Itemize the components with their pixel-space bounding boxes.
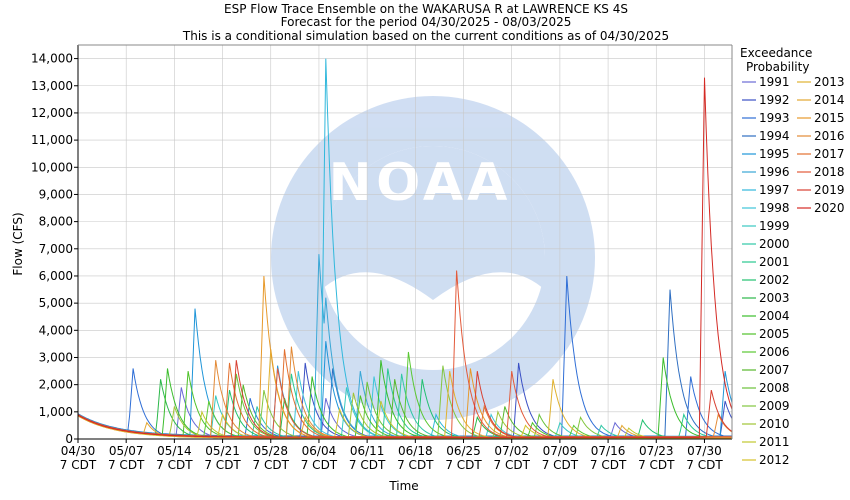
- x-tick-label: 07/30: [687, 444, 722, 458]
- legend-label-2015: 2015: [814, 111, 845, 125]
- x-tick-label: 05/28: [253, 444, 288, 458]
- x-tick-label: 07/16: [591, 444, 626, 458]
- legend-label-2002: 2002: [759, 273, 790, 287]
- legend-label-1992: 1992: [759, 93, 790, 107]
- x-tick-label: 04/30: [61, 444, 96, 458]
- chart-subtitle: Forecast for the period 04/30/2025 - 08/…: [281, 15, 572, 29]
- legend-title: Exceedance: [740, 46, 812, 60]
- legend-label-2003: 2003: [759, 291, 790, 305]
- plot-background: [78, 45, 732, 439]
- legend-label-2009: 2009: [759, 399, 790, 413]
- legend-label-1995: 1995: [759, 147, 790, 161]
- x-tick-sublabel: 7 CDT: [542, 458, 579, 472]
- legend-label-1993: 1993: [759, 111, 790, 125]
- legend-label-1994: 1994: [759, 129, 790, 143]
- x-tick-label: 05/07: [109, 444, 144, 458]
- y-tick-label: 6,000: [39, 269, 73, 283]
- legend-label-2018: 2018: [814, 165, 845, 179]
- y-tick-label: 5,000: [39, 296, 73, 310]
- legend-label-2012: 2012: [759, 453, 790, 467]
- x-tick-sublabel: 7 CDT: [590, 458, 627, 472]
- y-tick-label: 11,000: [31, 133, 73, 147]
- x-tick-sublabel: 7 CDT: [253, 458, 290, 472]
- legend-title2: Probability: [746, 60, 809, 74]
- x-tick-label: 05/14: [157, 444, 192, 458]
- legend-label-2004: 2004: [759, 309, 790, 323]
- legend-label-1997: 1997: [759, 183, 790, 197]
- series-layer: [77, 58, 733, 439]
- y-tick-label: 12,000: [31, 106, 73, 120]
- y-tick-label: 8,000: [39, 215, 73, 229]
- x-tick-sublabel: 7 CDT: [494, 458, 531, 472]
- y-tick-label: 9,000: [39, 187, 73, 201]
- x-tick-sublabel: 7 CDT: [60, 458, 97, 472]
- y-axis-label: Flow (CFS): [11, 212, 25, 275]
- noaa-watermark-label: NOAA: [329, 153, 512, 213]
- x-tick-label: 06/04: [302, 444, 337, 458]
- legend-label-2006: 2006: [759, 345, 790, 359]
- legend-label-2001: 2001: [759, 255, 790, 269]
- y-tick-label: 2,000: [39, 378, 73, 392]
- legend-label-2011: 2011: [759, 435, 790, 449]
- x-axis-label: Time: [388, 479, 418, 493]
- x-tick-sublabel: 7 CDT: [638, 458, 675, 472]
- legend-label-1991: 1991: [759, 75, 790, 89]
- x-tick-sublabel: 7 CDT: [301, 458, 338, 472]
- x-tick-sublabel: 7 CDT: [445, 458, 482, 472]
- x-tick-label: 06/25: [446, 444, 481, 458]
- legend-label-1998: 1998: [759, 201, 790, 215]
- y-tick-label: 3,000: [39, 350, 73, 364]
- x-tick-sublabel: 7 CDT: [108, 458, 145, 472]
- x-tick-label: 06/18: [398, 444, 433, 458]
- x-tick-label: 06/11: [350, 444, 385, 458]
- legend-label-2016: 2016: [814, 129, 845, 143]
- x-tick-sublabel: 7 CDT: [204, 458, 241, 472]
- x-tick-sublabel: 7 CDT: [397, 458, 434, 472]
- noaa-watermark: NOAA: [271, 96, 595, 420]
- legend-label-2014: 2014: [814, 93, 845, 107]
- chart-title: ESP Flow Trace Ensemble on the WAKARUSA …: [224, 2, 628, 16]
- y-tick-label: 10,000: [31, 160, 73, 174]
- y-tick-label: 4,000: [39, 323, 73, 337]
- legend-label-2013: 2013: [814, 75, 845, 89]
- y-tick-label: 7,000: [39, 242, 73, 256]
- series-line-2014: [77, 415, 732, 439]
- x-tick-sublabel: 7 CDT: [349, 458, 386, 472]
- legend: Exceedance Probability 1991 1992 1993 1994 1…: [740, 46, 845, 467]
- y-tick-label: 1,000: [39, 405, 73, 419]
- legend-label-2020: 2020: [814, 201, 845, 215]
- y-tick-label: 0: [65, 432, 73, 446]
- legend-label-2007: 2007: [759, 363, 790, 377]
- legend-label-1996: 1996: [759, 165, 790, 179]
- legend-label-1999: 1999: [759, 219, 790, 233]
- x-tick-label: 05/21: [205, 444, 240, 458]
- x-tick-label: 07/23: [639, 444, 674, 458]
- x-tick-label: 07/02: [494, 444, 529, 458]
- x-tick-label: 07/09: [543, 444, 578, 458]
- x-tick-sublabel: 7 CDT: [156, 458, 193, 472]
- legend-label-2010: 2010: [759, 417, 790, 431]
- legend-label-2008: 2008: [759, 381, 790, 395]
- legend-label-2000: 2000: [759, 237, 790, 251]
- legend-label-2005: 2005: [759, 327, 790, 341]
- chart-subtitle2: This is a conditional simulation based o…: [182, 29, 669, 43]
- x-tick-sublabel: 7 CDT: [686, 458, 723, 472]
- series-line-2020: [77, 77, 733, 438]
- legend-label-2019: 2019: [814, 183, 845, 197]
- legend-label-2017: 2017: [814, 147, 845, 161]
- y-axis-ticks: 0 1,000 2,000 3,000 4,000 5,000 6,000 7,000 8,00…: [31, 52, 78, 446]
- y-tick-label: 13,000: [31, 79, 73, 93]
- y-tick-label: 14,000: [31, 52, 73, 66]
